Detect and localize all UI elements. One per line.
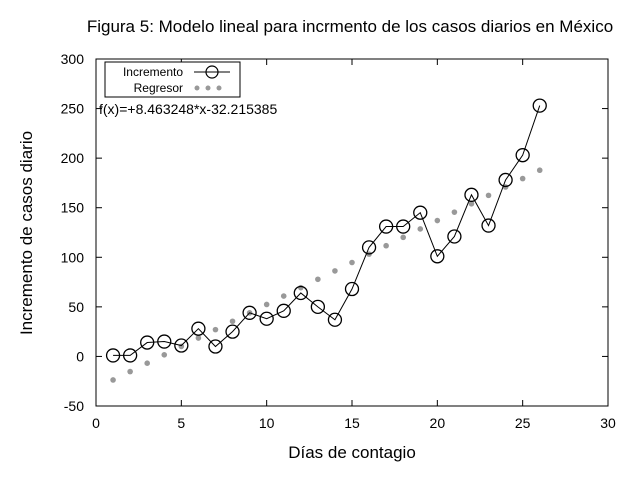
y-tick-label: 150: [61, 200, 85, 216]
incremento-point: [464, 187, 479, 202]
incremento-point: [481, 218, 496, 233]
regresor-point: [195, 335, 202, 341]
regresor-point: [468, 200, 475, 207]
incremento-point: [242, 305, 257, 320]
incremento-point: [361, 240, 377, 255]
x-tick-label: 15: [344, 415, 360, 431]
x-tick-label: 10: [259, 415, 275, 431]
chart-title: Figura 5: Modelo lineal para incrmento d…: [87, 17, 613, 36]
regresor-point: [315, 276, 321, 283]
incremento-point: [310, 299, 326, 315]
incremento-point: [140, 335, 155, 350]
incremento-point: [532, 98, 547, 113]
regresor-point: [127, 368, 133, 375]
incremento-point: [174, 338, 189, 353]
x-tick-label: 30: [600, 415, 616, 431]
regresor-point: [161, 352, 168, 358]
regresor-point: [434, 217, 441, 224]
incremento-point: [378, 219, 394, 234]
y-tick-label: 100: [61, 249, 85, 265]
incremento-point: [498, 172, 513, 188]
legend-box: [104, 61, 241, 98]
incremento-point: [396, 219, 411, 234]
incremento-point: [225, 324, 240, 339]
x-tick-label: 5: [177, 415, 185, 431]
incremento-point: [208, 339, 223, 354]
legend-label-incremento: Incremento: [123, 65, 183, 79]
y-tick-label: -50: [64, 398, 84, 414]
x-tick-label: 20: [430, 415, 446, 431]
regresor-point: [110, 377, 116, 383]
incremento-point: [105, 348, 121, 363]
legend-label-regresor: Regresor: [134, 81, 183, 95]
x-tick-label: 0: [92, 415, 100, 431]
regresor-point: [298, 284, 304, 291]
regresor-point: [417, 226, 424, 232]
regresor-point: [451, 209, 458, 215]
regresor-point: [332, 268, 338, 274]
incremento-point: [430, 249, 445, 264]
legend-marker-incremento: [205, 65, 219, 79]
incremento-point: [276, 303, 291, 318]
regresor-point: [383, 242, 389, 249]
incremento-point: [447, 229, 462, 244]
legend-marker-regresor-3: [216, 85, 222, 91]
y-tick-label: 250: [61, 101, 85, 117]
regresor-point: [144, 360, 150, 366]
legend-marker-regresor-2: [205, 85, 211, 91]
regresor-point: [263, 301, 270, 308]
incremento-line: [113, 105, 541, 356]
x-axis-label: Días de contagio: [288, 443, 416, 462]
incremento-point: [344, 281, 360, 297]
legend-marker-regresor-1: [194, 85, 200, 91]
incremento-point: [413, 205, 428, 220]
regresor-point: [485, 192, 492, 199]
regresor-point: [536, 167, 543, 174]
incremento-point: [259, 311, 274, 326]
regresor-point: [400, 234, 407, 241]
y-tick-label: 0: [76, 348, 84, 364]
regresor-point: [229, 318, 236, 325]
regression-annotation: f(x)=+8.463248*x-32.215385: [99, 101, 277, 117]
incremento-point: [327, 312, 343, 327]
x-tick-label: 25: [515, 415, 531, 431]
incremento-point: [122, 348, 138, 363]
incremento-point: [191, 321, 206, 336]
y-tick-label: 50: [68, 299, 84, 315]
regresor-point: [178, 343, 185, 350]
regresor-point: [280, 293, 287, 299]
incremento-point: [293, 285, 308, 301]
regresor-point: [212, 326, 219, 333]
regresor-point: [349, 259, 355, 266]
y-tick-label: 300: [61, 51, 85, 67]
legend: Incremento Regresor: [104, 61, 241, 98]
y-tick-label: 200: [61, 150, 85, 166]
incremento-point: [157, 334, 172, 349]
incremento-point: [515, 148, 530, 163]
regresor-point: [519, 175, 526, 182]
y-axis-label: Incremento de casos diario: [17, 131, 36, 335]
